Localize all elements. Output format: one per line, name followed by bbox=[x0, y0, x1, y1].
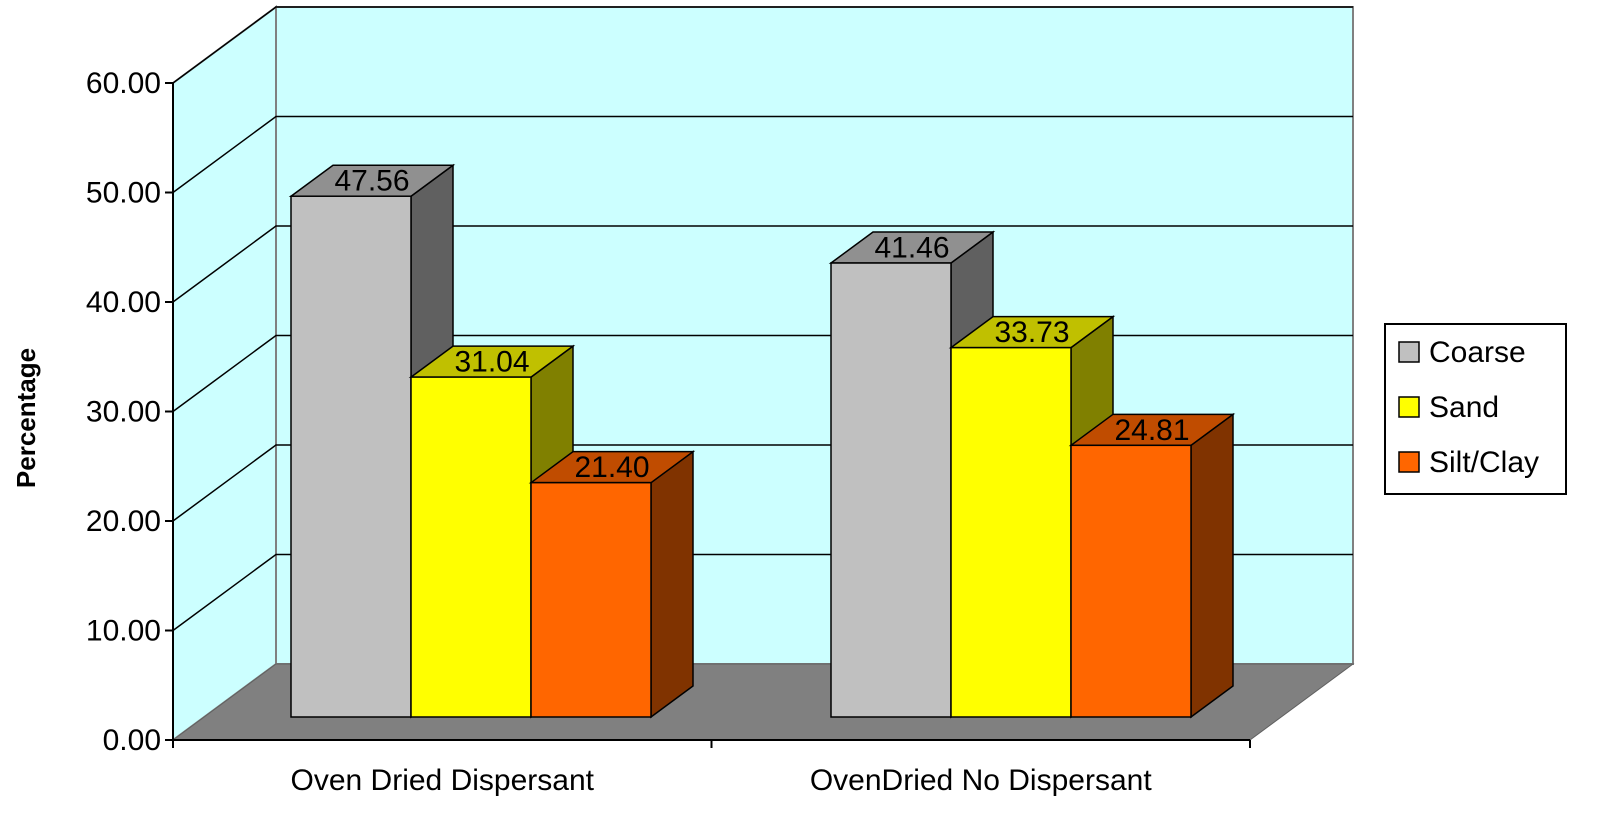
legend-label: Sand bbox=[1429, 391, 1499, 424]
y-axis-label: Percentage bbox=[11, 348, 41, 488]
bar-side bbox=[650, 450, 694, 719]
gridline bbox=[172, 225, 1353, 303]
data-label: 21.40 bbox=[574, 451, 649, 484]
x-tick-label: Oven Dried Dispersant bbox=[291, 764, 595, 797]
legend-swatch bbox=[1398, 396, 1420, 418]
data-label: 41.46 bbox=[874, 232, 949, 265]
legend: Coarse Sand Silt/Clay bbox=[1384, 323, 1567, 495]
legend-label: Coarse bbox=[1429, 336, 1526, 369]
bar bbox=[830, 262, 952, 718]
y-tick-label: 20.00 bbox=[86, 505, 161, 538]
data-label: 33.73 bbox=[994, 316, 1069, 349]
data-label: 24.81 bbox=[1114, 414, 1189, 447]
legend-swatch bbox=[1398, 451, 1420, 473]
bar bbox=[410, 376, 532, 718]
axes: 0.00 10.00 20.00 30.00 40.00 50.00 60.00 Oven D… bbox=[86, 67, 1251, 797]
y-tick-label: 50.00 bbox=[86, 177, 161, 210]
x-tick-label: OvenDried No Dispersant bbox=[810, 764, 1152, 797]
gridline bbox=[172, 115, 1353, 194]
bar bbox=[290, 195, 412, 718]
data-labels: 47.56 31.04 21.40 41.46 33.73 24.81 bbox=[334, 165, 1189, 484]
y-tick-label: 40.00 bbox=[86, 286, 161, 319]
y-tick-label: 10.00 bbox=[86, 615, 161, 648]
legend-swatch bbox=[1398, 341, 1420, 363]
y-tick-label: 60.00 bbox=[86, 67, 161, 100]
y-tick-label: 30.00 bbox=[86, 396, 161, 429]
y-tick-label: 0.00 bbox=[103, 724, 161, 757]
data-label: 31.04 bbox=[454, 346, 529, 379]
data-label: 47.56 bbox=[334, 165, 409, 198]
bar bbox=[1070, 444, 1192, 718]
bar-side bbox=[1190, 412, 1234, 719]
gridline bbox=[172, 6, 1353, 84]
bar bbox=[530, 481, 652, 718]
bars bbox=[288, 163, 1236, 719]
legend-label: Silt/Clay bbox=[1429, 446, 1539, 479]
bar bbox=[950, 346, 1072, 718]
